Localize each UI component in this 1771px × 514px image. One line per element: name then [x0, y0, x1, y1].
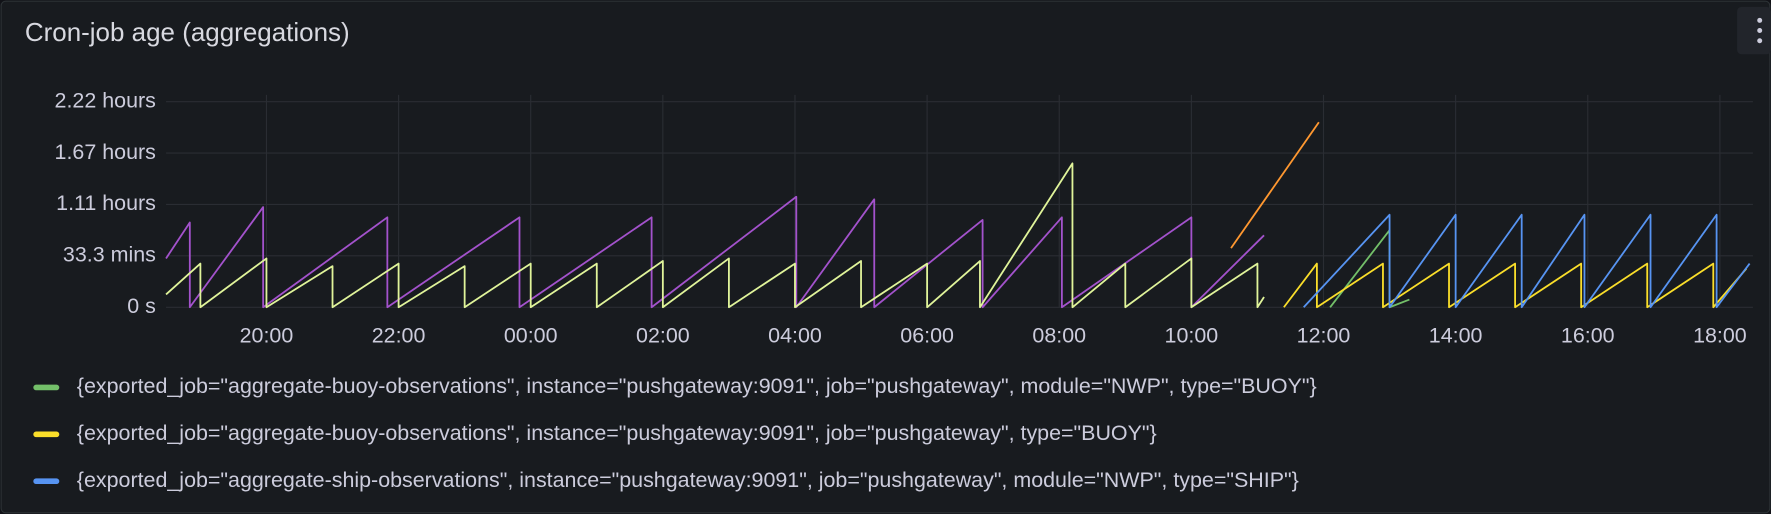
- panel-title: Cron-job age (aggregations): [25, 17, 350, 47]
- x-tick-label: 08:00: [1032, 323, 1086, 347]
- x-tick-label: 04:00: [768, 323, 822, 347]
- x-tick-label: 02:00: [636, 323, 690, 347]
- menu-button[interactable]: [1737, 7, 1771, 54]
- x-tick-label: 12:00: [1297, 323, 1351, 347]
- x-tick-label: 20:00: [240, 323, 294, 347]
- x-tick-label: 14:00: [1429, 323, 1483, 347]
- x-tick-label: 06:00: [900, 323, 954, 347]
- x-tick-label: 22:00: [372, 323, 426, 347]
- legend-item[interactable]: {exported_job="aggregate-ship-observatio…: [36, 468, 1299, 492]
- y-tick-label: 33.3 mins: [63, 243, 156, 267]
- menu-dot: [1757, 28, 1762, 33]
- legend-label: {exported_job="aggregate-buoy-observatio…: [77, 421, 1157, 445]
- panel-menu[interactable]: [1737, 7, 1771, 54]
- y-tick-label: 0 s: [127, 294, 156, 318]
- y-tick-label: 1.67 hours: [55, 140, 156, 164]
- y-tick-label: 1.11 hours: [56, 191, 156, 215]
- x-tick-label: 00:00: [504, 323, 558, 347]
- x-tick-label: 18:00: [1693, 323, 1747, 347]
- x-tick-label: 16:00: [1561, 323, 1615, 347]
- legend-item[interactable]: {exported_job="aggregate-buoy-observatio…: [36, 421, 1157, 445]
- menu-dot: [1757, 18, 1762, 23]
- legend-label: {exported_job="aggregate-buoy-observatio…: [77, 374, 1317, 398]
- menu-dot: [1757, 38, 1762, 43]
- y-tick-label: 2.22 hours: [55, 88, 156, 112]
- legend-item[interactable]: {exported_job="aggregate-buoy-observatio…: [36, 374, 1317, 398]
- legend: {exported_job="aggregate-buoy-observatio…: [36, 374, 1317, 492]
- x-tick-label: 10:00: [1165, 323, 1219, 347]
- legend-label: {exported_job="aggregate-ship-observatio…: [77, 468, 1299, 492]
